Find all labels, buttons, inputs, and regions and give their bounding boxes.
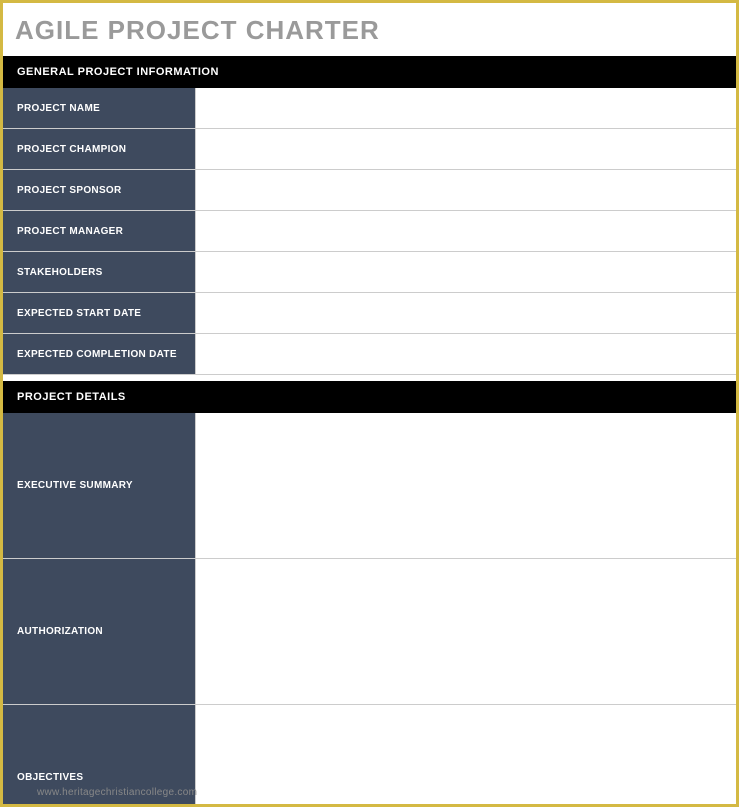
value-stakeholders [196, 252, 736, 292]
page-title: AGILE PROJECT CHARTER [3, 3, 736, 56]
value-expected-completion-date [196, 334, 736, 374]
row-stakeholders: STAKEHOLDERS [3, 252, 736, 293]
label-project-champion: PROJECT CHAMPION [3, 129, 196, 169]
row-expected-completion-date: EXPECTED COMPLETION DATE [3, 334, 736, 375]
value-project-manager [196, 211, 736, 251]
row-project-sponsor: PROJECT SPONSOR [3, 170, 736, 211]
value-objectives [196, 705, 736, 807]
label-expected-start-date: EXPECTED START DATE [3, 293, 196, 333]
label-stakeholders: STAKEHOLDERS [3, 252, 196, 292]
document-container: AGILE PROJECT CHARTER GENERAL PROJECT IN… [0, 0, 739, 807]
value-authorization [196, 559, 736, 704]
label-authorization: AUTHORIZATION [3, 559, 196, 704]
value-executive-summary [196, 413, 736, 558]
row-expected-start-date: EXPECTED START DATE [3, 293, 736, 334]
label-project-manager: PROJECT MANAGER [3, 211, 196, 251]
label-project-name: PROJECT NAME [3, 88, 196, 128]
label-project-sponsor: PROJECT SPONSOR [3, 170, 196, 210]
label-executive-summary: EXECUTIVE SUMMARY [3, 413, 196, 558]
row-executive-summary: EXECUTIVE SUMMARY [3, 413, 736, 559]
value-project-champion [196, 129, 736, 169]
value-project-sponsor [196, 170, 736, 210]
watermark-text: www.heritagechristiancollege.com [37, 787, 197, 798]
section-header-details: PROJECT DETAILS [3, 381, 736, 413]
label-expected-completion-date: EXPECTED COMPLETION DATE [3, 334, 196, 374]
row-project-name: PROJECT NAME [3, 88, 736, 129]
section-header-general: GENERAL PROJECT INFORMATION [3, 56, 736, 88]
row-project-manager: PROJECT MANAGER [3, 211, 736, 252]
row-authorization: AUTHORIZATION [3, 559, 736, 705]
value-project-name [196, 88, 736, 128]
row-project-champion: PROJECT CHAMPION [3, 129, 736, 170]
value-expected-start-date [196, 293, 736, 333]
